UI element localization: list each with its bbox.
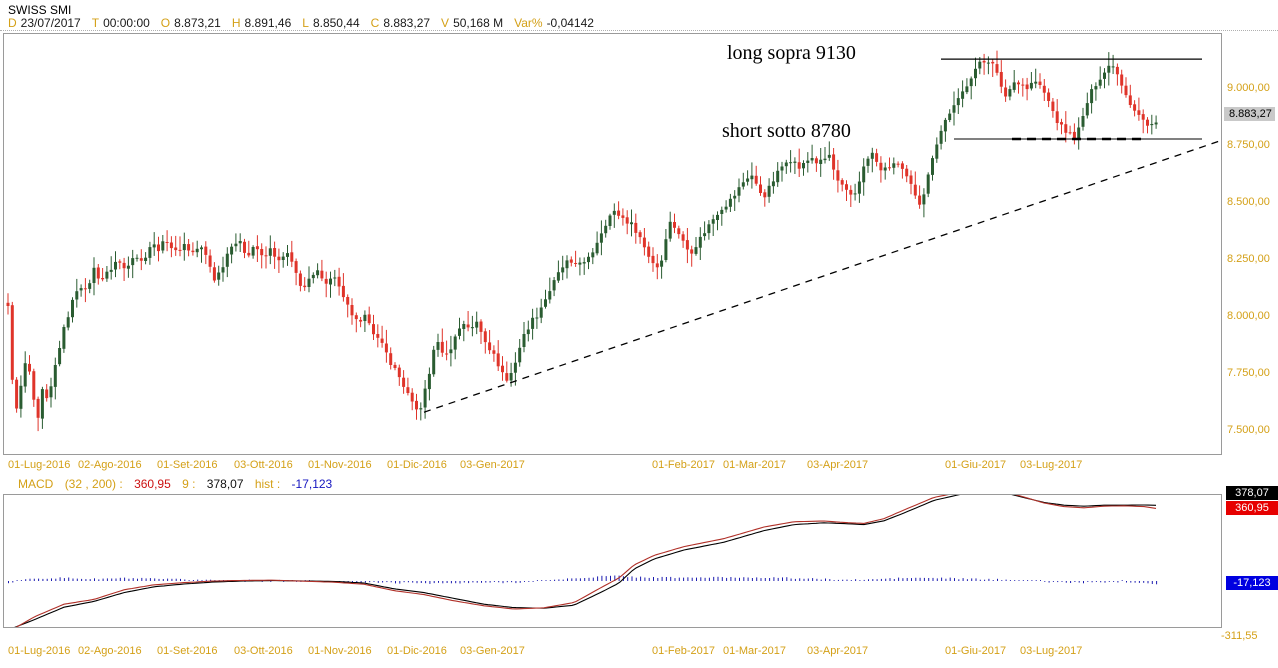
price-tick-label: 8.750,00 [1227, 139, 1270, 151]
date-tick-label: 01-Nov-2016 [308, 645, 372, 657]
price-panel [3, 33, 1222, 455]
date-tick-label: 03-Lug-2017 [1020, 459, 1083, 471]
date-tick-label: 01-Giu-2017 [945, 645, 1007, 657]
date-tick-label: 01-Feb-2017 [652, 645, 715, 657]
macd-header: MACD (32 , 200) : 360,95 9 : 378,07 hist… [18, 477, 340, 491]
price-chart-canvas[interactable] [4, 34, 1221, 454]
date-tick-label: 02-Ago-2016 [78, 645, 142, 657]
price-tick-label: 8.500,00 [1227, 196, 1270, 208]
price-tick-label: 7.500,00 [1227, 424, 1270, 436]
date-tick-label: 03-Apr-2017 [807, 459, 869, 471]
symbol-title: SWISS SMI [8, 3, 72, 17]
date-tick-label: 03-Ott-2016 [234, 645, 293, 657]
macd-panel [3, 494, 1222, 628]
ohlc-field-v: V 50,168 M [441, 16, 504, 30]
ohlc-field-d: D 23/07/2017 [8, 16, 81, 30]
macd-scale-min-label: -311,55 [1221, 630, 1258, 642]
ohlc-field-t: T 00:00:00 [91, 16, 150, 30]
ohlc-field-h: H 8.891,46 [231, 16, 292, 30]
macd-hist-label: hist : [254, 477, 281, 491]
price-tick-label: 8.250,00 [1227, 253, 1270, 265]
ohlc-field-var%: Var% -0,04142 [514, 16, 594, 30]
date-tick-label: 01-Set-2016 [157, 645, 218, 657]
macd-signal-value-box: 378,07 [1226, 486, 1278, 500]
date-tick-label: 01-Feb-2017 [652, 459, 715, 471]
macd-name: MACD [18, 477, 54, 491]
price-tick-label: 9.000,00 [1227, 82, 1270, 94]
date-tick-label: 02-Ago-2016 [78, 459, 142, 471]
date-tick-label: 01-Dic-2016 [387, 459, 447, 471]
date-tick-label: 01-Lug-2016 [8, 459, 71, 471]
date-tick-label: 01-Mar-2017 [723, 459, 786, 471]
macd-signal-label: 9 : [182, 477, 196, 491]
date-tick-label: 01-Mar-2017 [723, 645, 786, 657]
price-tick-label: 7.750,00 [1227, 367, 1270, 379]
last-price-box: 8.883,27 [1224, 107, 1275, 121]
macd-hist-value-box: -17,123 [1226, 576, 1278, 590]
date-tick-label: 03-Ott-2016 [234, 459, 293, 471]
macd-value: 360,95 [134, 477, 171, 491]
header-separator [0, 30, 1278, 31]
date-tick-label: 03-Apr-2017 [807, 645, 869, 657]
date-tick-label: 03-Gen-2017 [460, 459, 525, 471]
date-tick-label: 01-Dic-2016 [387, 645, 447, 657]
annotation-short-text: short sotto 8780 [722, 120, 851, 142]
macd-params: (32 , 200) : [64, 477, 123, 491]
date-tick-label: 01-Giu-2017 [945, 459, 1007, 471]
date-tick-label: 01-Set-2016 [157, 459, 218, 471]
trendline[interactable] [423, 139, 1221, 413]
ohlc-field-c: C 8.883,27 [370, 16, 431, 30]
macd-value-box: 360,95 [1226, 501, 1278, 515]
macd-chart-canvas[interactable] [4, 495, 1221, 627]
date-tick-label: 01-Lug-2016 [8, 645, 71, 657]
ohlc-row: D 23/07/2017 T 00:00:00 O 8.873,21 H 8.891,46 L 8… [8, 16, 605, 30]
price-tick-label: 8.000,00 [1227, 310, 1270, 322]
date-tick-label: 03-Lug-2017 [1020, 645, 1083, 657]
date-tick-label: 01-Nov-2016 [308, 459, 372, 471]
macd-line[interactable] [8, 495, 1157, 627]
date-tick-label: 03-Gen-2017 [460, 645, 525, 657]
ohlc-field-o: O 8.873,21 [160, 16, 221, 30]
macd-signal-line[interactable] [8, 495, 1157, 627]
macd-signal-value: 378,07 [206, 477, 244, 491]
annotation-long-text: long sopra 9130 [727, 42, 856, 64]
macd-hist-value: -17,123 [291, 477, 333, 491]
ohlc-field-l: L 8.850,44 [302, 16, 360, 30]
